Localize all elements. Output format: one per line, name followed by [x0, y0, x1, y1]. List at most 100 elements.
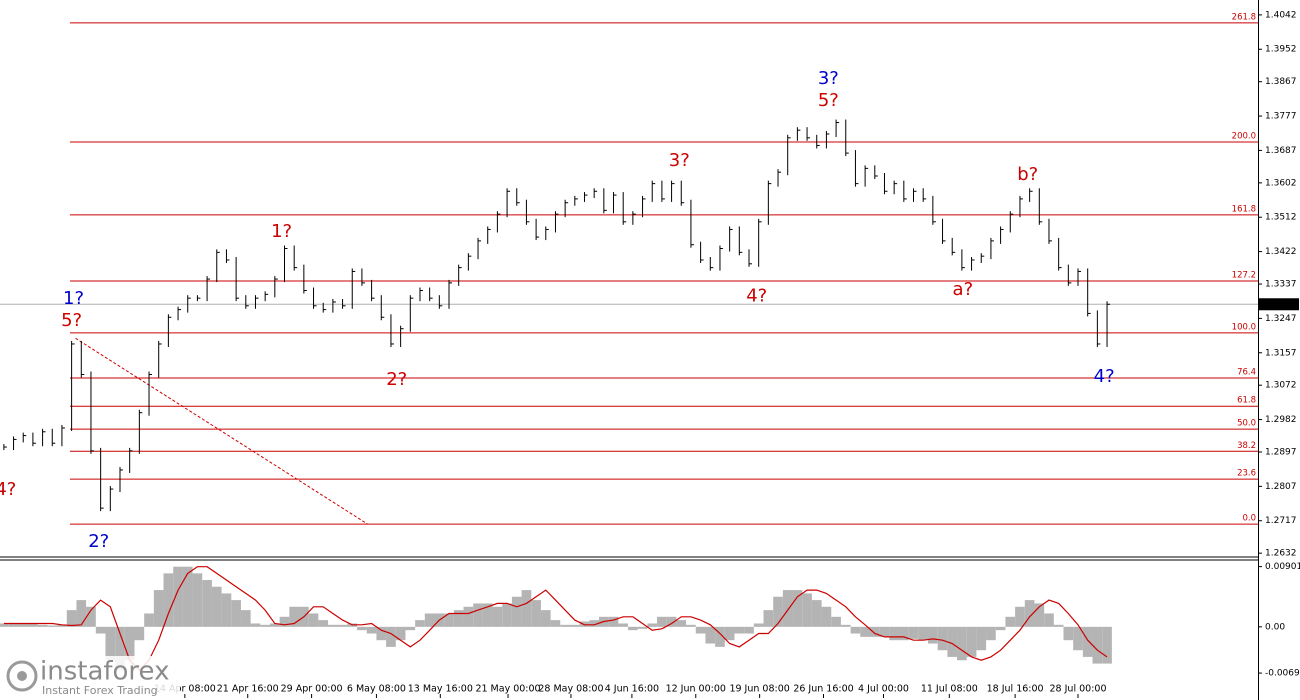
wave-label: 5?: [818, 90, 839, 111]
price-bar: [671, 180, 675, 202]
price-bar: [748, 249, 752, 267]
price-bar: [603, 188, 607, 214]
price-bar: [351, 268, 356, 309]
fib-label: 161.8: [1232, 204, 1256, 214]
x-tick-label: 12 Jun 00:00: [666, 684, 726, 695]
histogram-bar: [1024, 600, 1035, 627]
histogram-bar: [860, 626, 870, 637]
histogram-bar: [1053, 624, 1064, 627]
y-tick-label: 1.3867: [1265, 77, 1297, 87]
histogram-bar: [405, 626, 416, 631]
y-tick-label: 1.3777: [1265, 112, 1297, 122]
x-tick-label: 4 Jul 00:00: [858, 684, 909, 695]
fib-label: 50.0: [1237, 419, 1256, 429]
histogram-bar: [250, 623, 261, 627]
price-bar: [525, 199, 530, 225]
y-tick-label: 1.4042: [1265, 10, 1297, 20]
logo-icon: [17, 671, 27, 681]
histogram-bar: [376, 626, 387, 641]
histogram-bar: [1063, 626, 1074, 641]
logo-tagline: Instant Forex Trading: [42, 684, 158, 697]
x-tick-label: 21 Apr 16:00: [217, 684, 279, 695]
histogram-bar: [898, 626, 909, 641]
price-bar: [1000, 226, 1004, 244]
price-bar: [980, 253, 985, 263]
price-bar: [545, 226, 549, 241]
histogram-bar: [134, 626, 145, 641]
fib-label: 76.4: [1237, 367, 1256, 377]
price-bar: [709, 256, 714, 271]
price-bar: [613, 192, 617, 214]
x-tick-label: 6 May 08:00: [347, 684, 406, 695]
price-bar: [971, 256, 975, 271]
histogram-bar: [879, 626, 890, 637]
histogram-bar: [966, 626, 977, 657]
histogram-bar: [889, 626, 899, 641]
price-bar: [516, 188, 520, 206]
histogram-bar: [511, 596, 522, 627]
histogram-bar: [424, 613, 435, 627]
fib-label: 127.2: [1232, 270, 1256, 280]
histogram-bar: [453, 610, 464, 627]
histogram-bar: [734, 626, 745, 634]
price-bar: [158, 340, 162, 378]
price-bar: [71, 340, 75, 431]
price-bar: [32, 432, 36, 447]
histogram-bar: [192, 573, 203, 627]
histogram-bar: [753, 623, 764, 627]
price-bar: [690, 199, 694, 248]
histogram-bar: [840, 624, 851, 627]
histogram-bar: [763, 610, 774, 627]
price-bar: [274, 276, 278, 298]
price-bar: [42, 428, 46, 447]
price-bar: [922, 188, 927, 202]
histogram-bar: [647, 623, 658, 627]
price-bar: [458, 264, 462, 286]
price-bar: [477, 237, 482, 260]
price-bar: [51, 428, 56, 447]
price-bar: [409, 295, 414, 332]
price-bar: [1038, 188, 1043, 225]
price-bar: [816, 134, 820, 149]
price-bar: [467, 253, 472, 271]
price-bar: [313, 287, 317, 309]
price-bar: [284, 245, 288, 283]
histogram-bar: [569, 624, 580, 627]
histogram-bar: [492, 606, 503, 627]
histogram-bar: [366, 626, 377, 634]
histogram-bar: [608, 616, 619, 627]
histogram-bar: [811, 600, 822, 627]
price-bar: [448, 279, 453, 309]
histogram-bar: [328, 624, 338, 627]
histogram-bar: [976, 626, 987, 651]
price-bar: [893, 180, 898, 195]
fib-label: 0.0: [1242, 514, 1256, 524]
histogram-bar: [105, 626, 116, 661]
price-bar: [738, 226, 743, 256]
price-bar: [642, 195, 646, 218]
x-tick-label: 28 May 08:00: [538, 684, 603, 695]
wave-label: 5?: [61, 310, 82, 331]
y-tick-label: 1.3952: [1265, 45, 1297, 55]
price-bar: [845, 119, 849, 157]
y-tick-label: 0.00: [1265, 622, 1285, 632]
histogram-bar: [415, 620, 425, 627]
histogram-bar: [1034, 603, 1045, 627]
histogram-bar: [115, 626, 125, 671]
price-bar: [119, 466, 123, 493]
x-tick-label: 26 Jun 16:00: [793, 684, 853, 695]
histogram-bar: [1092, 626, 1103, 664]
histogram-bar: [724, 626, 735, 641]
wave-label: 2?: [386, 369, 407, 390]
price-bar: [235, 256, 240, 302]
histogram-bar: [211, 586, 222, 627]
price-bar: [767, 180, 772, 225]
price-bar: [1077, 268, 1082, 286]
y-tick-label: 1.3337: [1265, 280, 1297, 290]
y-tick-label: 1.3247: [1265, 314, 1297, 324]
price-bar: [1009, 211, 1014, 233]
histogram-bar: [869, 626, 880, 637]
y-tick-label: 1.3157: [1265, 348, 1297, 358]
price-bar: [322, 302, 327, 313]
